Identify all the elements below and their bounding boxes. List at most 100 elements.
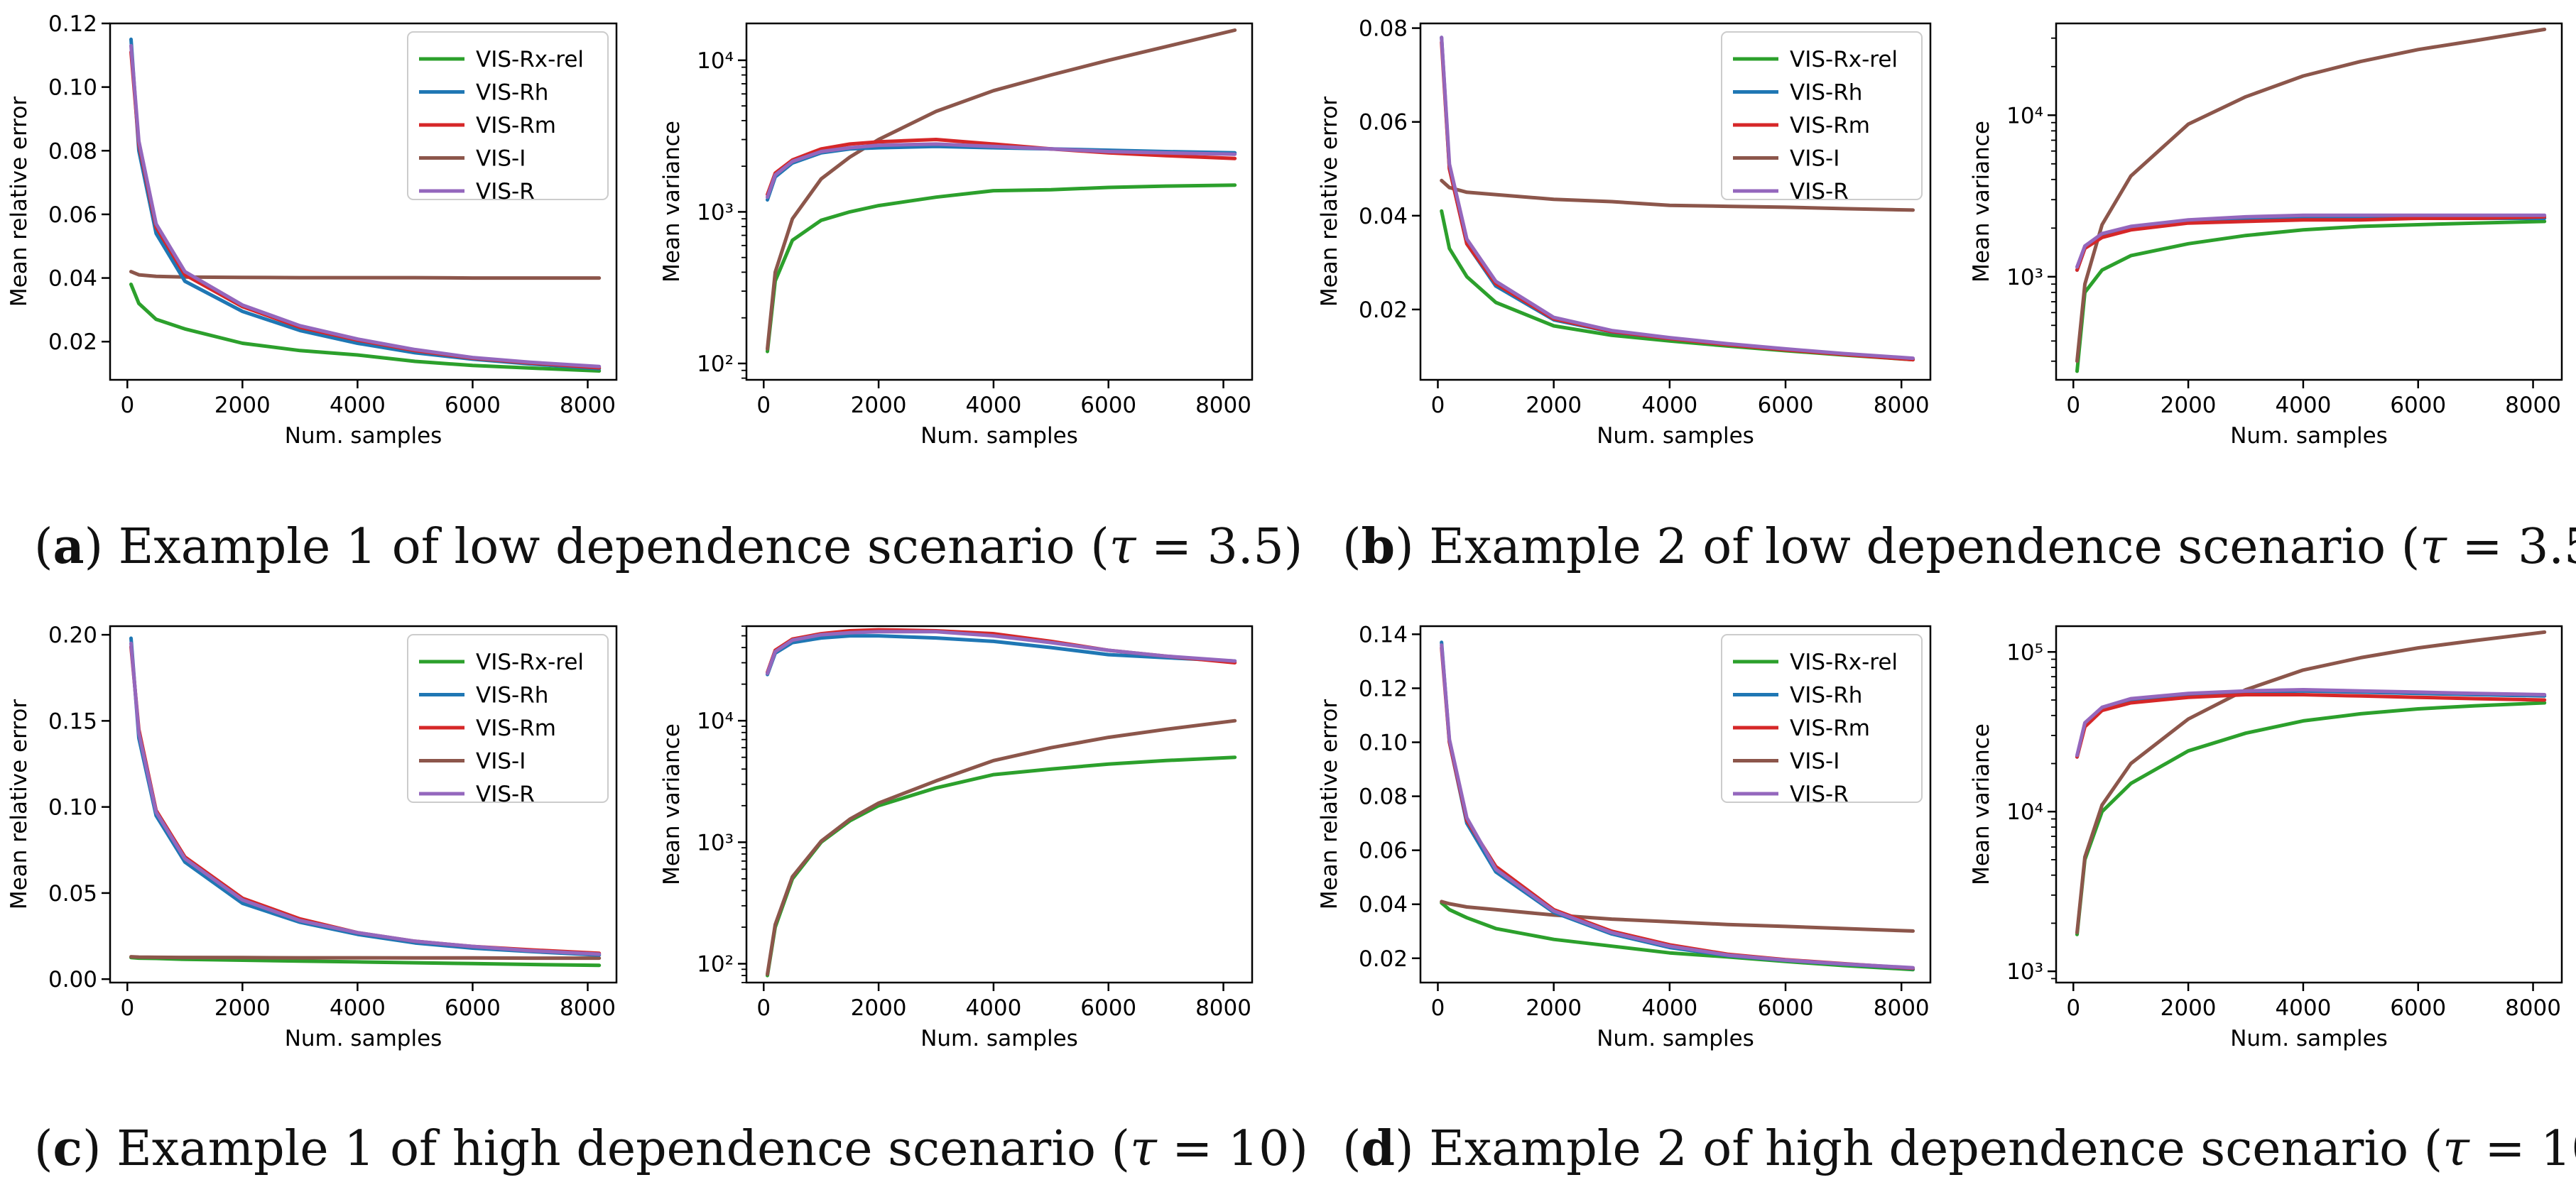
series-line-vis-i — [1440, 178, 1915, 212]
series-line-vis-r — [1440, 35, 1915, 361]
legend-entry: VIS-I — [1790, 146, 1839, 172]
series-line-vis-r — [2075, 688, 2547, 758]
legend-entry: VIS-Rh — [476, 80, 548, 106]
legend-entry: VIS-I — [476, 749, 526, 775]
x-tick-label: 8000 — [2505, 995, 2561, 1021]
legend-entry: VIS-R — [476, 782, 535, 807]
y-axis-label: Mean relative error — [6, 699, 32, 909]
series-line-vis-i — [766, 718, 1237, 976]
y-tick-label: 0.04 — [48, 266, 97, 292]
y-tick-label: 10⁴ — [2006, 799, 2043, 825]
x-tick-label: 8000 — [560, 995, 616, 1021]
chart-d-variance: 0 2000 4000 6000 8000 10³ 10⁴ 10⁵ Num. samples Me… — [1969, 625, 2563, 1051]
y-tick-label: 0.06 — [1359, 110, 1408, 136]
legend-entry: VIS-R — [476, 179, 535, 204]
series-line-vis-i — [2075, 630, 2547, 934]
series-lines — [1440, 640, 1915, 972]
y-tick-label: 10⁵ — [2006, 640, 2043, 665]
series-line-vis-rm — [2075, 693, 2547, 759]
x-axis-label: Num. samples — [2230, 1026, 2388, 1051]
legend-entry: VIS-Rm — [1790, 113, 1870, 138]
x-tick-label: 4000 — [2275, 995, 2331, 1021]
x-tick-label: 6000 — [445, 393, 501, 418]
x-tick-label: 4000 — [1641, 995, 1697, 1021]
x-tick-label: 2000 — [1526, 393, 1582, 418]
x-tick-label: 4000 — [1641, 393, 1697, 418]
series-line-vis-r — [1440, 643, 1915, 970]
x-axis-label: Num. samples — [1597, 1026, 1754, 1051]
legend-entry: VIS-Rm — [476, 716, 556, 741]
series-line-vis-i — [2075, 27, 2547, 363]
y-axis-label: Mean variance — [1969, 723, 1994, 885]
x-axis-label: Num. samples — [1597, 423, 1754, 449]
y-tick-label: 0.14 — [1359, 622, 1408, 647]
caption-c: (c) Example 1 of high dependence scenari… — [34, 1120, 1308, 1177]
legend-entry: VIS-R — [1790, 179, 1849, 204]
x-tick-label: 8000 — [1874, 995, 1930, 1021]
axes-frame — [745, 22, 1254, 381]
x-axis-label: Num. samples — [920, 423, 1078, 449]
caption-b: (b) Example 2 of low dependence scenario… — [1342, 518, 2576, 575]
x-tick-label: 6000 — [1080, 393, 1136, 418]
legend: VIS-Rx-rel VIS-Rh VIS-Rm VIS-I VIS-R — [407, 31, 609, 204]
y-tick-label: 0.05 — [48, 881, 97, 907]
y-tick-label: 0.10 — [48, 75, 97, 101]
series-line-vis-rx-rel — [2075, 701, 2547, 936]
legend: VIS-Rx-rel VIS-Rh VIS-Rm VIS-I VIS-R — [407, 634, 609, 807]
caption-a: (a) Example 1 of low dependence scenario… — [34, 518, 1303, 575]
series-line-vis-i — [129, 270, 602, 280]
x-tick-label: 8000 — [2505, 393, 2561, 418]
y-tick-label: 10⁴ — [2006, 103, 2043, 129]
y-tick-label: 10² — [697, 351, 734, 377]
y-tick-label: 10² — [697, 951, 734, 977]
series-line-vis-rx-rel — [766, 183, 1237, 354]
axes-frame — [109, 22, 618, 381]
y-tick-label: 0.02 — [1359, 946, 1408, 972]
y-axis-label: Mean variance — [659, 723, 685, 885]
x-tick-label: 0 — [1431, 393, 1445, 418]
y-tick-label: 0.12 — [48, 11, 97, 37]
chart-b-variance: 0 2000 4000 6000 8000 10³ 10⁴ Num. samples Mean … — [1969, 22, 2563, 449]
legend-entry: VIS-Rx-rel — [1790, 650, 1898, 675]
x-tick-label: 0 — [1431, 995, 1445, 1021]
x-axis-label: Num. samples — [285, 423, 442, 449]
y-tick-label: 0.04 — [1359, 204, 1408, 229]
x-tick-label: 6000 — [1080, 995, 1136, 1021]
y-tick-label: 0.00 — [48, 967, 97, 993]
series-lines — [129, 636, 602, 968]
series-line-vis-rx-rel — [2075, 219, 2547, 373]
y-axis-label: Mean relative error — [1317, 699, 1342, 909]
y-tick-label: 0.08 — [1359, 16, 1408, 42]
legend-entry: VIS-I — [1790, 749, 1839, 775]
y-tick-label: 0.02 — [1359, 297, 1408, 323]
chart-a-error: 0 2000 4000 6000 8000 0.02 0.04 0.06 0.08 0.10 0.1… — [6, 11, 618, 449]
y-tick-label: 0.10 — [48, 795, 97, 821]
x-axis-label: Num. samples — [285, 1026, 442, 1051]
y-tick-label: 0.20 — [48, 623, 97, 648]
x-tick-label: 6000 — [445, 995, 501, 1021]
x-tick-label: 4000 — [965, 393, 1021, 418]
y-tick-label: 10³ — [697, 830, 734, 855]
x-tick-label: 8000 — [1195, 393, 1251, 418]
y-tick-label: 10⁴ — [697, 709, 734, 734]
y-tick-label: 0.06 — [1359, 838, 1408, 864]
axes-frame — [2055, 625, 2563, 984]
x-tick-label: 8000 — [1874, 393, 1930, 418]
chart-d-error: 0 2000 4000 6000 8000 0.02 0.04 0.06 0.08 0.10 0.1… — [1317, 622, 1932, 1051]
x-tick-label: 4000 — [330, 393, 386, 418]
y-tick-label: 0.08 — [48, 138, 97, 164]
legend-entry: VIS-Rm — [476, 113, 556, 138]
y-axis-label: Mean variance — [659, 121, 685, 283]
x-tick-label: 8000 — [1195, 995, 1251, 1021]
x-tick-label: 2000 — [2161, 393, 2217, 418]
series-line-vis-rh — [766, 634, 1237, 677]
series-lines — [766, 28, 1237, 354]
x-tick-label: 6000 — [1758, 995, 1814, 1021]
legend-entry: VIS-Rh — [1790, 80, 1862, 106]
chart-c-variance: 0 2000 4000 6000 8000 10² 10³ 10⁴ Num. samples Me… — [659, 625, 1254, 1051]
y-tick-label: 0.08 — [1359, 784, 1408, 810]
series-line-vis-rx-rel — [129, 283, 602, 373]
caption-d: (d) Example 2 of high dependence scenari… — [1342, 1120, 2576, 1177]
x-tick-label: 4000 — [330, 995, 386, 1021]
x-tick-label: 0 — [756, 393, 771, 418]
